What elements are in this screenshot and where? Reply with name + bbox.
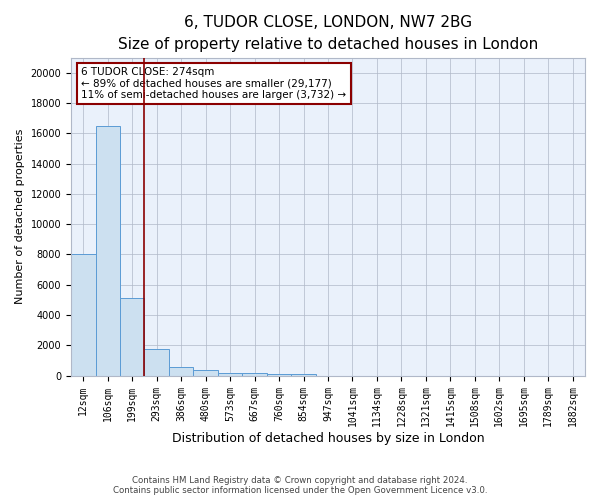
Bar	[242, 374, 267, 376]
X-axis label: Distribution of detached houses by size in London: Distribution of detached houses by size …	[172, 432, 484, 445]
Text: Contains HM Land Registry data © Crown copyright and database right 2024.
Contai: Contains HM Land Registry data © Crown c…	[113, 476, 487, 495]
Bar	[120, 298, 145, 376]
Bar	[218, 372, 242, 376]
Y-axis label: Number of detached properties: Number of detached properties	[15, 129, 25, 304]
Bar	[267, 374, 292, 376]
Bar	[71, 254, 95, 376]
Bar	[95, 126, 120, 376]
Bar	[169, 368, 193, 376]
Bar	[193, 370, 218, 376]
Text: 6 TUDOR CLOSE: 274sqm
← 89% of detached houses are smaller (29,177)
11% of semi-: 6 TUDOR CLOSE: 274sqm ← 89% of detached …	[82, 67, 346, 100]
Title: 6, TUDOR CLOSE, LONDON, NW7 2BG
Size of property relative to detached houses in : 6, TUDOR CLOSE, LONDON, NW7 2BG Size of …	[118, 15, 538, 52]
Bar	[292, 374, 316, 376]
Bar	[145, 349, 169, 376]
